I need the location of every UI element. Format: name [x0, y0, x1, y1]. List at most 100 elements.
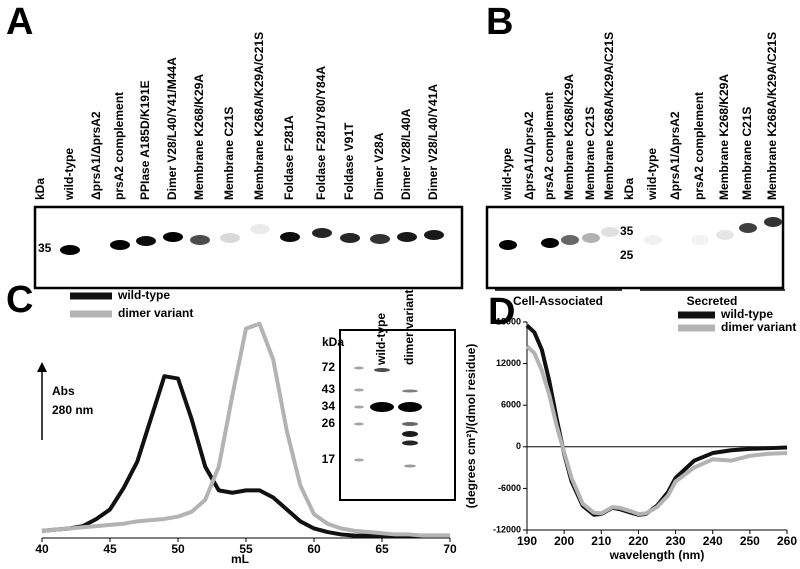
x-tick-label: 55 [239, 542, 253, 556]
lane-label: Membrane C21S [222, 107, 236, 200]
lane-label: Dimer V28/L40/Y41A [426, 84, 440, 200]
gel-band [499, 240, 517, 250]
legend-label: wild-type [117, 288, 170, 302]
marker-label: 25 [620, 248, 634, 262]
lane-label: Foldase F281A [282, 115, 296, 200]
y-tick-label: -6000 [498, 483, 521, 493]
lane-label: wild-type [374, 313, 388, 366]
x-tick-label: 190 [517, 534, 537, 548]
lane-label: Dimer V28A [372, 132, 386, 200]
lane-label: Membrane C21S [740, 107, 754, 200]
x-axis-label: wavelength (nm) [609, 548, 705, 562]
y-tick-label: 6000 [501, 400, 521, 410]
panel-letter: C [6, 279, 33, 321]
series-line [41, 374, 450, 538]
gel-band [354, 422, 364, 426]
gel-band [404, 464, 416, 468]
lane-label: Foldase V91T [342, 122, 356, 200]
gel-band [402, 440, 418, 446]
gel-band [739, 223, 757, 233]
x-axis-label: mL [231, 552, 249, 566]
x-tick-label: 65 [375, 542, 389, 556]
y-tick-label: 12000 [496, 358, 521, 368]
lane-label: dimer variant [402, 290, 416, 365]
y-tick-label: 0 [516, 441, 521, 451]
series-line [525, 344, 788, 517]
lane-label: Membrane K268A/K29A/C21S [602, 32, 616, 200]
inset-gel-frame [339, 329, 456, 501]
abs-arrowhead [37, 362, 47, 372]
x-tick-label: 250 [740, 534, 760, 548]
gel-band [312, 228, 332, 238]
gel-band [764, 217, 782, 227]
lane-label: Membrane K268/K29A [717, 74, 731, 200]
x-tick-label: 230 [666, 534, 686, 548]
legend-label: wild-type [720, 307, 773, 321]
gel-band [110, 240, 130, 250]
y-tick-label: 18000 [496, 316, 521, 326]
gel-band [398, 402, 422, 412]
lane-label: kDa [622, 178, 636, 200]
panel-letter: D [488, 291, 515, 333]
lane-label: wild-type [645, 148, 659, 201]
x-tick-label: 240 [703, 534, 723, 548]
x-tick-label: 210 [591, 534, 611, 548]
lane-label: Membrane C21S [583, 107, 597, 200]
gel-band [354, 405, 364, 409]
gel-band [644, 235, 662, 245]
gel-band [402, 389, 418, 393]
lane-label: ΔprsA1/ΔprsA2 [668, 111, 682, 200]
gel-band [163, 232, 183, 242]
gel-b-frame [485, 205, 785, 290]
gel-band [354, 366, 364, 370]
x-tick-label: 200 [554, 534, 574, 548]
group-label: Secreted [687, 294, 738, 308]
lane-label: prsA2 complement [542, 92, 556, 200]
gel-band [541, 238, 559, 248]
gel-band [424, 230, 444, 240]
lane-label: prsA2 complement [692, 92, 706, 200]
x-tick-label: 60 [307, 542, 321, 556]
panel-letter: A [6, 1, 33, 43]
lane-label: Membrane K268/K29A [192, 74, 206, 200]
group-label: Cell-Associated [513, 294, 603, 308]
legend-label: dimer variant [118, 306, 193, 320]
gel-band [190, 235, 210, 245]
panel-letter: B [486, 1, 513, 43]
lane-label: wild-type [500, 148, 514, 201]
y-axis-label: 280 nm [52, 403, 93, 417]
gel-band [370, 402, 394, 412]
lane-label: Membrane K268A/K29A/C21S [252, 32, 266, 200]
legend-label: dimer variant [721, 320, 796, 334]
lane-label: ΔprsA1/ΔprsA2 [89, 111, 103, 200]
x-tick-label: 260 [777, 534, 797, 548]
lane-label: kDa [322, 335, 344, 349]
lane-label: wild-type [62, 148, 76, 201]
gel-band [397, 232, 417, 242]
marker-label: 35 [620, 224, 634, 238]
lane-label: Membrane K268/K29A [562, 74, 576, 200]
gel-band [370, 234, 390, 244]
gel-a-frame [33, 205, 464, 290]
y-axis-label: (degrees cm²)/(dmol residue) [464, 344, 478, 509]
y-axis-label: Abs [52, 384, 75, 398]
x-tick-label: 50 [171, 542, 185, 556]
lane-label: prsA2 complement [112, 92, 126, 200]
gel-band [582, 233, 600, 243]
x-tick-label: 40 [35, 542, 49, 556]
gel-band [402, 422, 418, 426]
series-line [41, 321, 450, 538]
lane-label: kDa [33, 178, 47, 200]
gel-band [601, 227, 619, 237]
gel-band [340, 233, 360, 243]
gel-band [280, 232, 300, 242]
lane-label: ΔprsA1/ΔprsA2 [522, 111, 536, 200]
marker-label: 43 [322, 382, 336, 396]
gel-band [374, 368, 390, 372]
marker-label: 35 [38, 241, 52, 255]
gel-band [220, 233, 240, 243]
marker-label: 34 [322, 399, 336, 413]
lane-label: Membrane K268A/K29A/C21S [765, 32, 779, 200]
gel-band [354, 388, 364, 392]
